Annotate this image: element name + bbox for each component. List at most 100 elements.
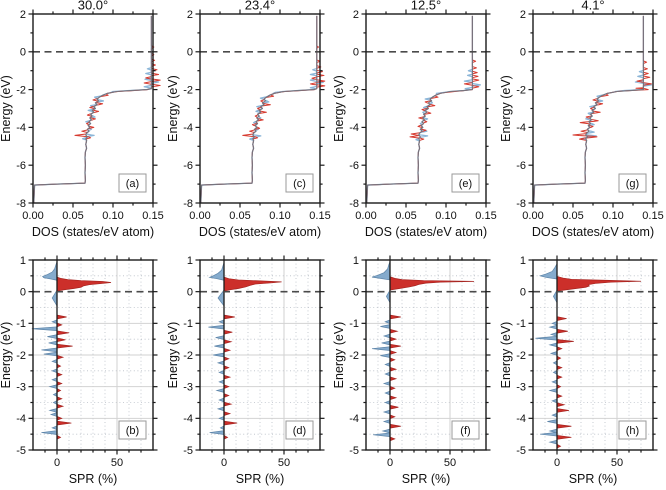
x-axis-label: DOS (states/eV atom)	[199, 225, 321, 239]
spr-spike-negative	[551, 398, 558, 404]
y-tick-label: -3	[183, 381, 193, 393]
spr-spike-positive	[556, 346, 563, 352]
spr-spike-negative	[384, 371, 391, 377]
y-axis-label: Energy (eV)	[500, 75, 513, 142]
panel-label: (f)	[460, 425, 470, 437]
spr-spike-positive	[556, 393, 563, 399]
x-tick-label: 0	[54, 457, 60, 469]
ticks	[361, 255, 491, 455]
y-tick-label: -2	[516, 350, 526, 362]
spr-spike-negative	[384, 390, 391, 396]
y-tick-label: -6	[16, 160, 26, 172]
spr-spike-negative	[548, 324, 558, 330]
x-axis-label: DOS (states/eV atom)	[532, 225, 654, 239]
y-tick-label: -8	[516, 198, 526, 210]
spr-spike-positive	[556, 423, 572, 429]
spr-spike-positive	[56, 314, 67, 320]
x-tick-label: 0.15	[642, 210, 663, 222]
y-axis-label: Energy (eV)	[167, 75, 180, 142]
panel-dos-4deg: 0.00 0.05 0.10 0.15 2 0 -2 -4 -6 -8 DOS (states/eV…	[500, 0, 666, 245]
ticks	[195, 255, 325, 455]
y-tick-label: 0	[20, 47, 26, 59]
spr-spike-negative	[48, 340, 58, 346]
y-tick-label: -2	[16, 84, 26, 96]
x-tick-label: 0.05	[62, 210, 83, 222]
dos-chart-30deg: 0.00 0.05 0.10 0.15 2 0 -2 -4 -6 -8 DOS (states/eV…	[0, 0, 164, 239]
y-tick-label: 2	[187, 9, 193, 21]
spr-spike-negative	[41, 347, 58, 353]
panel-title: 23.4°	[245, 0, 276, 13]
spr-positive-area	[56, 276, 112, 292]
spr-spike-positive	[56, 330, 70, 336]
spr-negative-area	[538, 262, 558, 280]
x-tick-label: 0.10	[435, 210, 456, 222]
spr-positive-area	[223, 276, 282, 292]
spr-spike-negative	[535, 335, 558, 341]
y-tick-label: -4	[183, 122, 193, 134]
spr-chart-4deg: 0 50 1 0 -1 -2 -3 -4 -5 SPR (%) Energy (eV) (h)	[500, 255, 658, 486]
spr-spike-positive	[56, 403, 65, 409]
spr-spike-positive	[223, 384, 230, 390]
x-tick-label: 0.10	[602, 210, 623, 222]
spr-spike-negative	[382, 419, 391, 424]
y-tick-label: -8	[349, 198, 359, 210]
spr-spike-positive	[556, 316, 567, 321]
y-tick-label: -2	[183, 84, 193, 96]
spr-spike-negative	[31, 326, 58, 331]
panel-label: (g)	[626, 178, 639, 190]
spr-spike-positive	[56, 396, 63, 402]
x-axis-label: DOS (states/eV atom)	[365, 225, 487, 239]
y-axis-label: Energy (eV)	[500, 322, 513, 389]
spr-spike-negative	[216, 360, 225, 366]
y-tick-label: 2	[353, 9, 359, 21]
x-tick-label: 50	[611, 457, 623, 469]
y-tick-label: -4	[183, 413, 193, 425]
spr-spike-negative	[380, 353, 391, 358]
spr-spike-negative	[51, 368, 58, 374]
spr-spike-negative	[371, 346, 391, 351]
ticks	[528, 9, 658, 208]
spr-spike-negative	[384, 400, 391, 405]
spr-spike-positive	[389, 423, 401, 429]
y-tick-label: -4	[349, 122, 359, 134]
spr-spike-positive	[389, 328, 399, 334]
spr-spike-negative	[373, 432, 391, 438]
spr-spike-positive	[56, 415, 63, 421]
spr-spike-positive	[389, 395, 398, 401]
panel-label-box	[618, 173, 647, 193]
panel-label-box	[118, 173, 147, 193]
panel-spr-23deg: 0 50 1 0 -1 -2 -3 -4 -5 SPR (%) Energy (eV) (d)	[167, 245, 333, 490]
spr-spike-negative	[547, 419, 558, 424]
spr-spike-negative	[549, 332, 558, 337]
spr-spike-positive	[56, 381, 63, 386]
spr-spike-negative	[213, 352, 225, 358]
ticks	[528, 255, 658, 455]
spr-spike-positive	[223, 329, 233, 335]
spr-spike-positive	[223, 411, 232, 416]
spr-areas	[208, 262, 282, 292]
y-tick-label: 2	[520, 9, 526, 21]
series-total	[533, 15, 644, 204]
spr-spike-negative	[551, 320, 558, 326]
spr-spike-negative	[380, 324, 391, 329]
x-tick-label: 0.10	[269, 210, 290, 222]
dos-chart-12deg: 0.00 0.05 0.10 0.15 2 0 -2 -4 -6 -8 DOS (states/eV…	[333, 0, 497, 239]
y-tick-label: -1	[516, 318, 526, 330]
y-axis-label: Energy (eV)	[333, 75, 346, 142]
spr-negative-area	[371, 261, 391, 281]
spr-spike-negative	[381, 340, 391, 346]
spr-spike-negative	[208, 324, 225, 330]
y-tick-label: 0	[520, 286, 526, 298]
spr-spike-negative	[51, 358, 58, 364]
x-tick-label: 0.00	[355, 210, 376, 222]
y-axis-label: Energy (eV)	[0, 75, 13, 142]
y-tick-label: 1	[520, 255, 526, 267]
series-total	[33, 15, 152, 204]
y-tick-label: 0	[187, 47, 193, 59]
x-tick-label: 0.05	[395, 210, 416, 222]
spr-spike-positive	[56, 420, 72, 426]
y-tick-label: -4	[16, 122, 26, 134]
y-tick-label: -2	[16, 350, 26, 362]
x-tick-label: 0	[387, 457, 393, 469]
